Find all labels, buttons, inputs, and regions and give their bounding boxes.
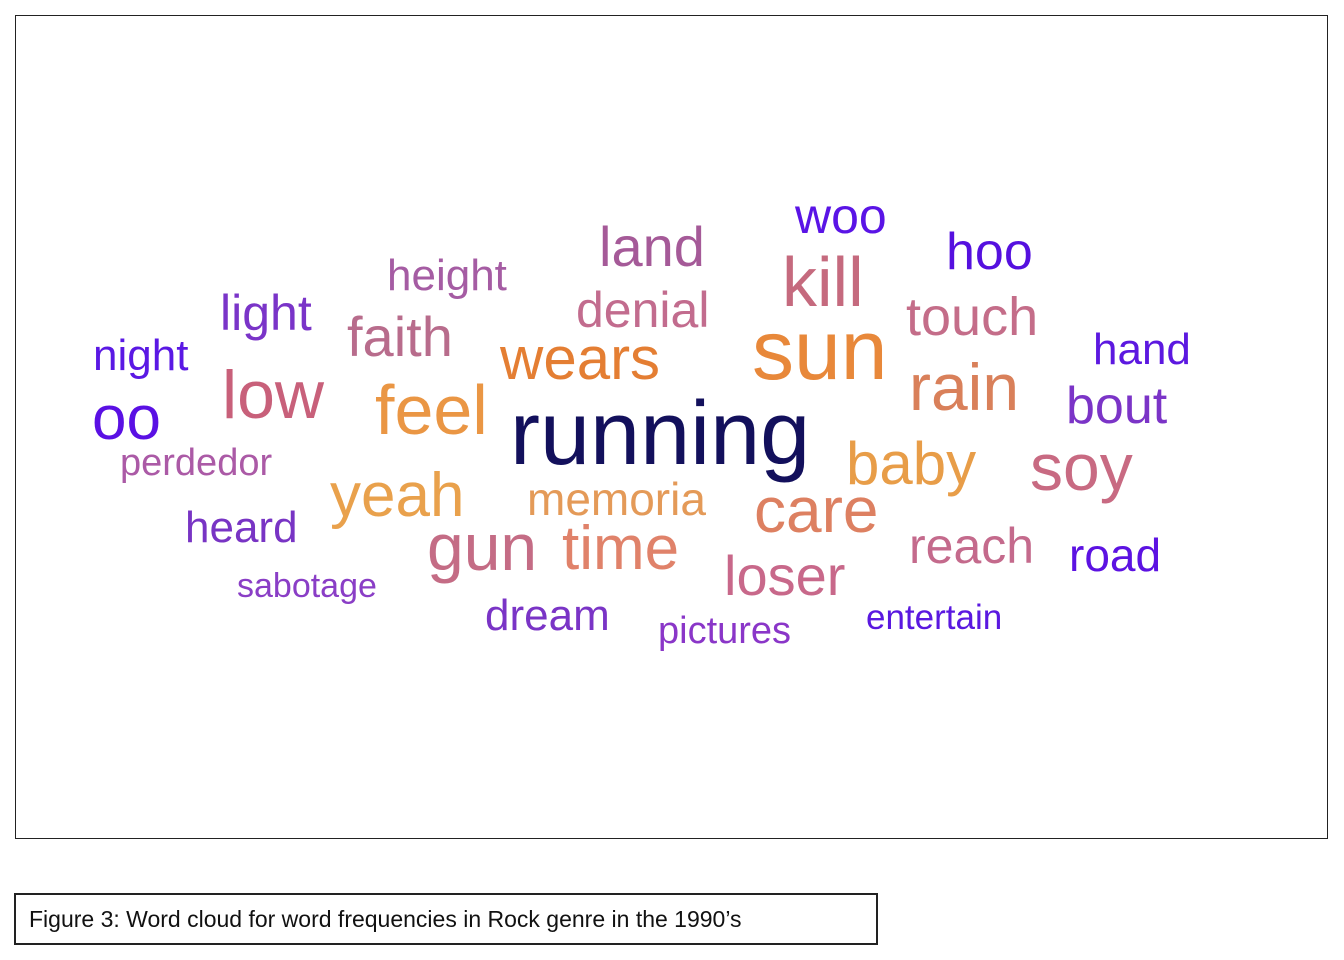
- word-heard: heard: [185, 503, 298, 552]
- word-care: care: [754, 474, 879, 546]
- word-hoo: hoo: [946, 223, 1033, 281]
- word-height: height: [387, 251, 507, 300]
- word-perdedor: perdedor: [120, 442, 273, 484]
- word-dream: dream: [485, 591, 610, 640]
- word-rain: rain: [909, 350, 1020, 424]
- word-reach: reach: [909, 518, 1035, 574]
- figure-caption: Figure 3: Word cloud for word frequencie…: [29, 905, 742, 932]
- word-low: low: [222, 357, 325, 433]
- word-loser: loser: [724, 544, 846, 607]
- word-faith: faith: [347, 305, 453, 368]
- word-night: night: [93, 331, 189, 380]
- word-memoria: memoria: [527, 473, 706, 525]
- word-sun: sun: [752, 303, 888, 397]
- word-touch: touch: [906, 287, 1039, 347]
- word-cloud-panel: running sun kill feel low wears rain soy…: [15, 15, 1328, 839]
- word-sabotage: sabotage: [237, 567, 377, 605]
- word-entertain: entertain: [866, 598, 1003, 637]
- word-woo: woo: [795, 188, 887, 244]
- word-time: time: [562, 514, 680, 583]
- word-feel: feel: [375, 371, 488, 449]
- word-bout: bout: [1066, 377, 1168, 435]
- word-running: running: [510, 384, 811, 484]
- word-light: light: [220, 285, 312, 341]
- word-land: land: [599, 215, 705, 278]
- figure-caption-box: Figure 3: Word cloud for word frequencie…: [14, 893, 878, 945]
- word-baby: baby: [846, 430, 977, 497]
- word-yeah: yeah: [330, 461, 465, 530]
- word-kill: kill: [782, 243, 864, 321]
- word-soy: soy: [1030, 430, 1133, 504]
- word-denial: denial: [576, 282, 710, 338]
- word-oo: oo: [92, 384, 161, 453]
- word-pictures: pictures: [658, 610, 792, 652]
- word-gun: gun: [427, 510, 538, 584]
- word-hand: hand: [1093, 325, 1191, 374]
- word-road: road: [1069, 529, 1162, 581]
- word-wears: wears: [500, 325, 661, 392]
